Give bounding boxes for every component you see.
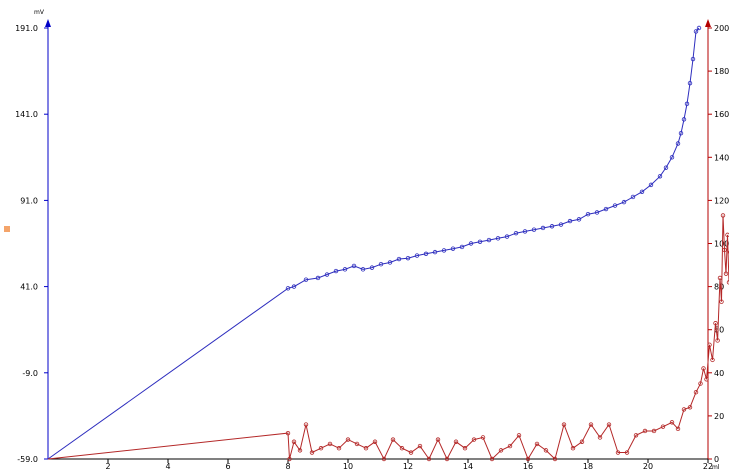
x-tick-label: 16 — [523, 462, 533, 470]
y-right-axis-arrow — [705, 19, 711, 27]
y-right-tick-label: 40 — [714, 369, 724, 378]
x-tick-label: 8 — [285, 462, 290, 470]
x-tick-label: 18 — [583, 462, 593, 470]
y-right-tick-label: 0 — [714, 455, 719, 464]
x-tick-label: 4 — [165, 462, 170, 470]
y-left-axis-arrow — [45, 19, 51, 27]
x-tick-label: 6 — [225, 462, 230, 470]
y-right-tick-label: 140 — [714, 153, 729, 162]
x-tick-label: 14 — [463, 462, 473, 470]
y-left-tick-label: -9.0 — [22, 369, 38, 378]
y-left-tick-label: -59.0 — [17, 455, 38, 464]
series-1-line — [48, 28, 699, 459]
series-2-line — [48, 216, 729, 460]
y-left-tick-label: 191.0 — [15, 24, 38, 33]
y-left-unit-label: mV — [34, 9, 45, 16]
x-tick-label: 20 — [643, 462, 653, 470]
y-right-tick-label: 160 — [714, 110, 729, 119]
x-tick-label: 10 — [343, 462, 353, 470]
y-right-tick-label: 120 — [714, 196, 729, 205]
y-right-tick-label: 200 — [714, 24, 729, 33]
y-left-tick-label: 141.0 — [15, 110, 38, 119]
y-right-tick-label: 20 — [714, 412, 724, 421]
y-left-tick-label: 91.0 — [20, 196, 38, 205]
x-tick-label: 12 — [403, 462, 413, 470]
y-right-tick-label: 180 — [714, 67, 729, 76]
x-tick-label: 2 — [105, 462, 110, 470]
y-left-tick-label: 41.0 — [20, 283, 38, 292]
x-unit-label: ml — [712, 464, 720, 470]
